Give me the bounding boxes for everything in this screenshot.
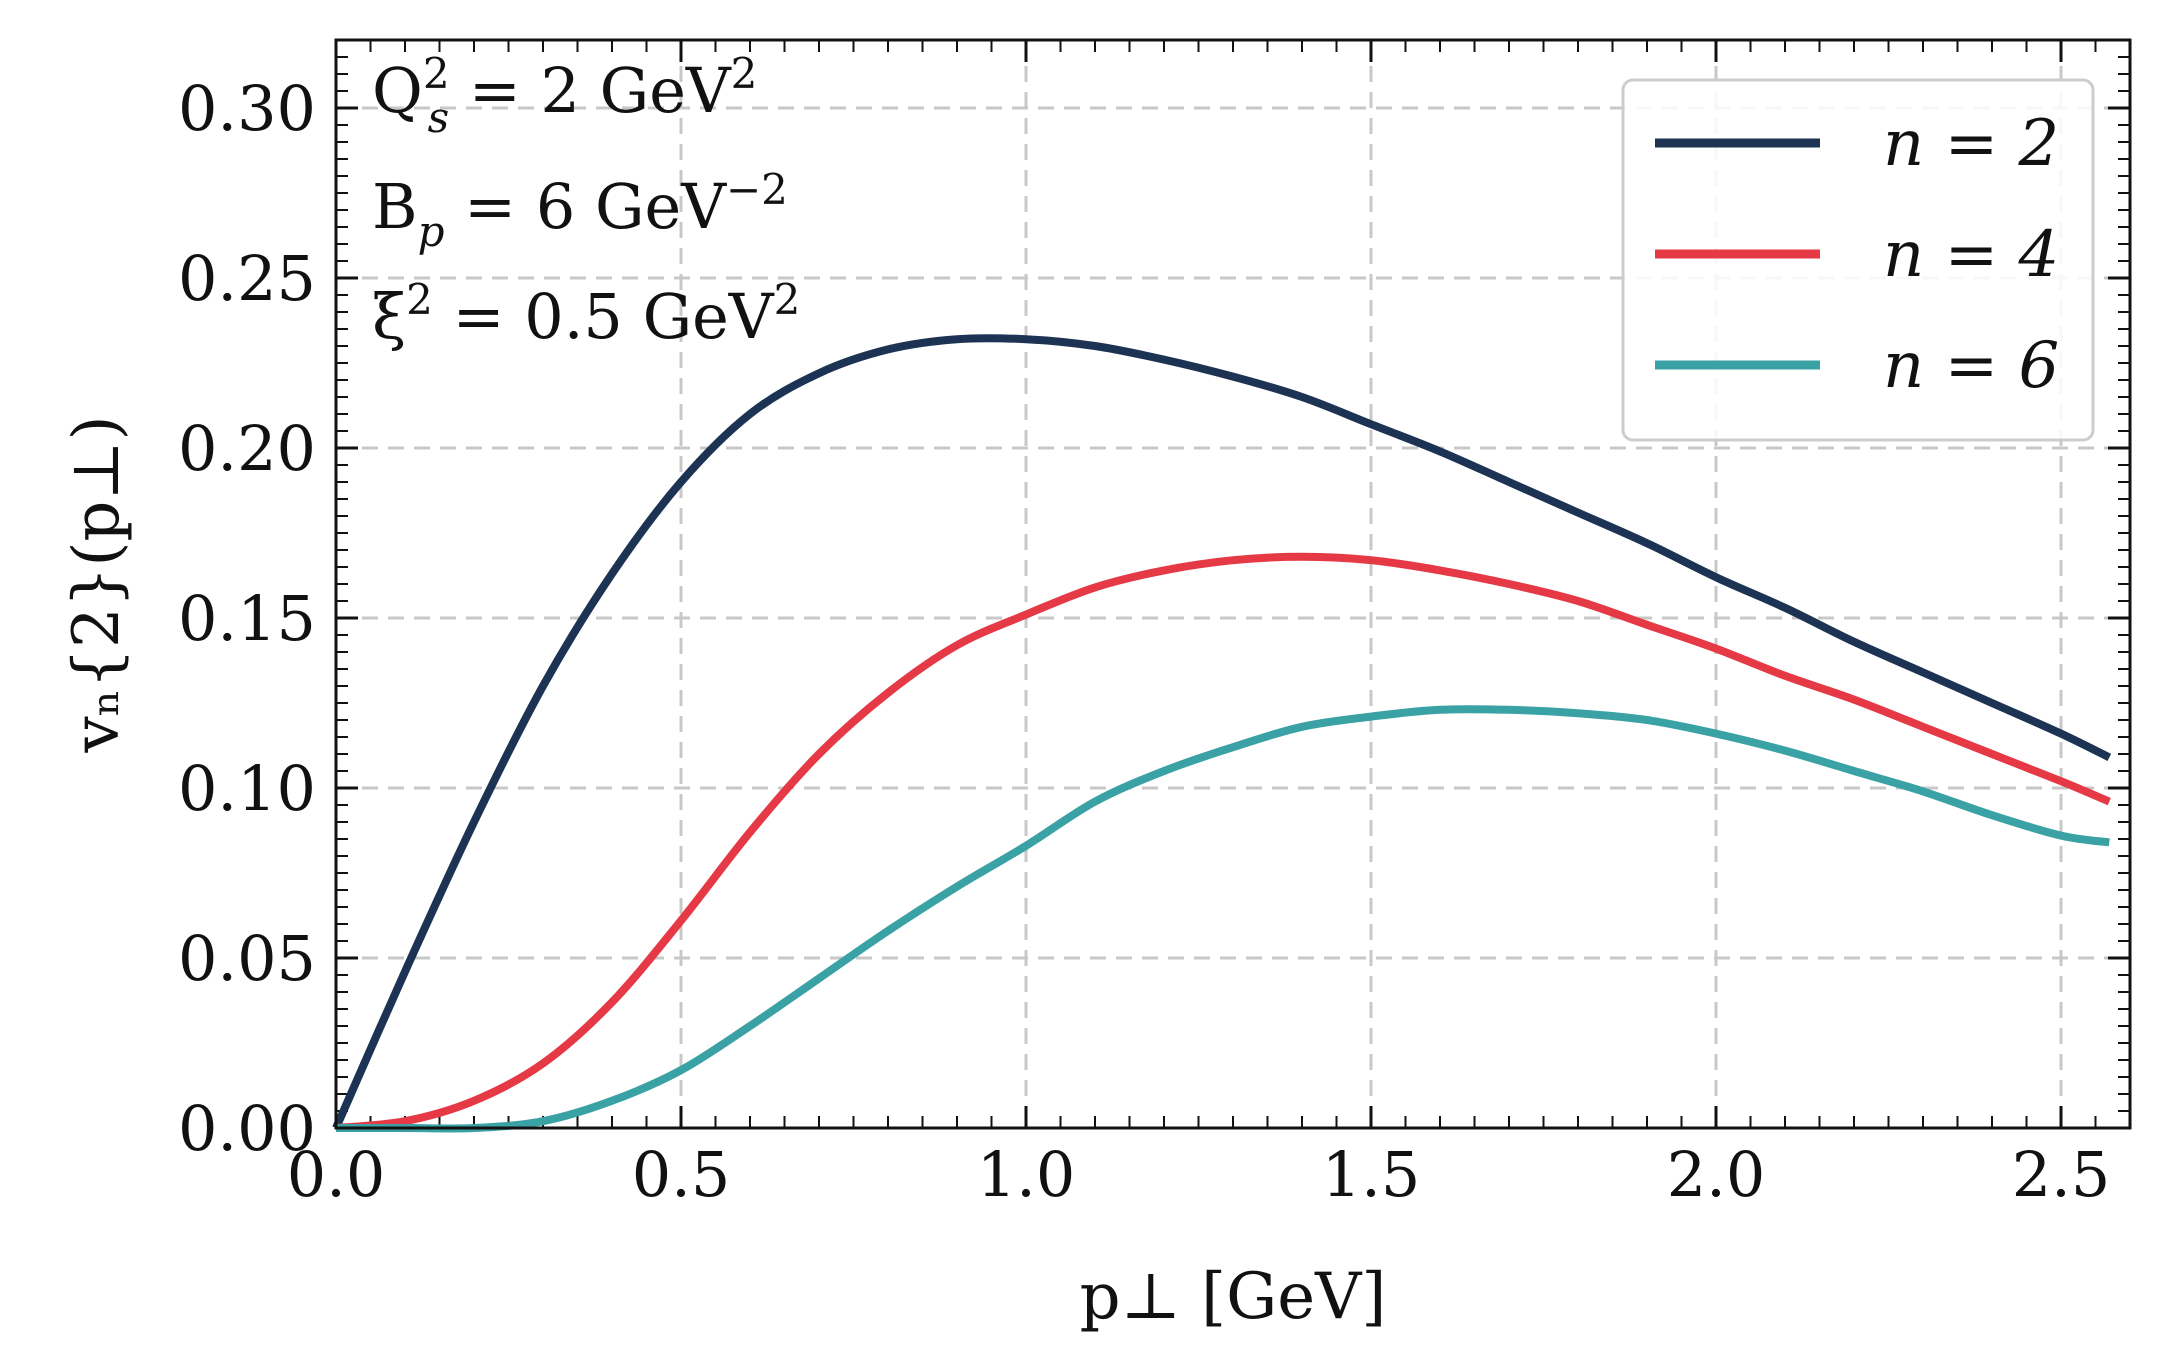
y-tick-label: 0.20 [178,412,316,485]
x-tick-labels: 0.0 0.5 1.0 1.5 2.0 2.5 [287,1138,2111,1211]
y-tick-label: 0.10 [178,752,316,825]
series-line-3 [335,705,2110,1133]
y-tick-label: 0.25 [178,242,316,315]
series-group [332,334,2112,1133]
x-tick-label: 0.5 [632,1138,731,1211]
y-tick-label: 0.05 [178,922,316,995]
x-tick-label: 0.0 [287,1138,386,1211]
y-axis-title: vₙ{2}(p⊥) [60,415,134,753]
y-tick-labels: 0.00 0.05 0.10 0.15 0.20 0.25 0.30 [178,72,316,1165]
x-tick-label: 2.0 [1667,1138,1766,1211]
annotation-bp: Bp = 6 GeV−2 [372,165,788,256]
legend-label-n2: n = 2 [1883,107,2059,181]
x-tick-label: 2.5 [2012,1138,2111,1211]
x-tick-label: 1.5 [1322,1138,1421,1211]
annotation-qs: Q2 s = 2 GeV2 [372,49,757,142]
legend-frame [1621,78,2095,442]
y-tick-label: 0.00 [178,1092,316,1165]
grid [336,40,2130,1128]
minor-ticks [336,39,2131,1128]
y-tick-label: 0.15 [178,582,316,655]
x-tick-label: 1.0 [977,1138,1076,1211]
series-line-2 [335,552,2111,1132]
series-line-1 [332,334,2112,1130]
legend-label-n6: n = 6 [1883,329,2059,403]
y-tick-label: 0.30 [178,72,316,145]
legend: n = 2 n = 4 n = 6 [1621,78,2095,442]
annotation-xi: ξ2 = 0.5 GeV2 [372,275,800,353]
legend-label-n4: n = 4 [1883,218,2059,292]
x-axis-title: p⊥ [GeV] [1080,1260,1387,1334]
plot-frame [334,38,2132,1130]
